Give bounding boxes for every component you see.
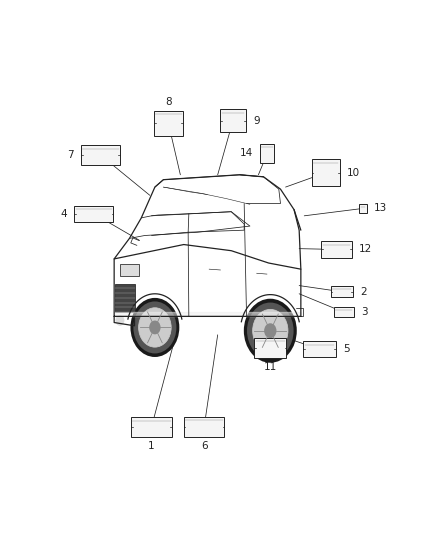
Circle shape (253, 309, 288, 352)
Bar (81, 145, 120, 165)
Circle shape (116, 316, 124, 325)
Circle shape (264, 323, 276, 338)
Bar (321, 241, 352, 257)
Polygon shape (114, 312, 301, 317)
Circle shape (134, 302, 177, 353)
Text: 8: 8 (165, 97, 172, 107)
Text: 14: 14 (240, 148, 253, 158)
Bar (254, 338, 286, 358)
Text: 5: 5 (343, 344, 350, 354)
Circle shape (244, 298, 297, 363)
Bar (334, 307, 354, 317)
Bar (120, 264, 139, 276)
Text: 9: 9 (253, 116, 260, 126)
Text: 10: 10 (347, 168, 360, 177)
Text: 4: 4 (60, 209, 67, 219)
Text: 2: 2 (360, 287, 367, 297)
Bar (154, 111, 183, 136)
Bar (304, 342, 336, 357)
Bar (115, 284, 135, 312)
Text: 13: 13 (374, 204, 388, 213)
Bar (131, 417, 172, 437)
Text: 6: 6 (201, 441, 208, 451)
Text: 1: 1 (148, 441, 155, 451)
Bar (74, 206, 113, 222)
Circle shape (131, 298, 179, 357)
Text: 3: 3 (361, 307, 368, 317)
Bar (331, 286, 353, 297)
Bar (359, 204, 367, 213)
Circle shape (247, 303, 293, 359)
Text: 11: 11 (264, 362, 277, 372)
Circle shape (138, 308, 171, 347)
Bar (220, 109, 246, 132)
Bar (312, 159, 339, 186)
Text: 12: 12 (359, 245, 372, 254)
Circle shape (149, 320, 161, 334)
Bar (184, 417, 224, 438)
Bar (260, 143, 274, 163)
Text: 7: 7 (67, 150, 74, 160)
